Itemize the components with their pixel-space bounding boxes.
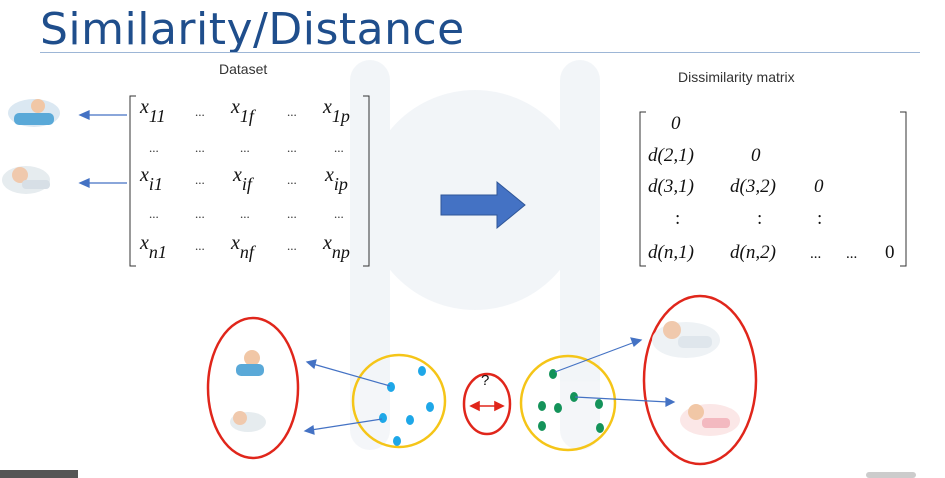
distance-question-ring <box>462 372 512 436</box>
selection-ring <box>642 294 758 466</box>
background-watermark <box>350 60 600 450</box>
dissimilarity-ellipsis: ... <box>810 246 822 262</box>
data-point <box>387 382 395 392</box>
point-to-patient-arrow <box>574 396 676 407</box>
matrix-ellipsis: ... <box>240 140 250 155</box>
matrix-ellipsis: ... <box>195 206 205 221</box>
dissimilarity-vdots: : <box>757 208 763 229</box>
matrix-cell: x1p <box>323 96 350 126</box>
data-point <box>426 402 434 412</box>
matrix-cell: xn1 <box>140 232 167 262</box>
row-pointer-arrow <box>78 109 127 121</box>
matrix-cell: x11 <box>140 96 166 126</box>
dissimilarity-cell: 0 <box>671 113 681 134</box>
matrix-ellipsis: ... <box>334 140 344 155</box>
dataset-label: Dataset <box>219 61 268 77</box>
matrix-cell: xnp <box>323 232 350 262</box>
transform-arrow-icon <box>440 180 526 230</box>
dissimilarity-cell: 0 <box>751 145 761 166</box>
patient-photo-icon <box>230 411 266 432</box>
dissimilarity-vdots: : <box>817 208 823 229</box>
matrix-ellipsis: ... <box>334 206 344 221</box>
patient-photo-icon <box>2 166 50 194</box>
matrix-ellipsis: ... <box>195 238 205 253</box>
cluster-points-green <box>538 369 604 433</box>
matrix-ellipsis: ... <box>195 140 205 155</box>
matrix-ellipsis: ... <box>149 206 159 221</box>
matrix-ellipsis: ... <box>287 140 297 155</box>
point-to-patient-arrow <box>305 359 391 387</box>
matrix-ellipsis: ... <box>195 172 205 187</box>
dissimilarity-cell: d(3,1) <box>648 176 694 197</box>
double-headed-arrow-icon <box>469 400 505 412</box>
dissimilarity-cell: d(n,1) <box>648 242 694 263</box>
patient-photo-icon <box>236 350 264 376</box>
data-point <box>418 366 426 376</box>
patient-photo-icon <box>8 99 60 127</box>
dissimilarity-cell: d(2,1) <box>648 145 694 166</box>
data-point <box>570 392 578 402</box>
cluster-points-blue <box>379 366 434 446</box>
data-point <box>554 403 562 413</box>
footer-bar <box>0 470 78 478</box>
cluster-circle <box>351 353 447 449</box>
dissimilarity-cell: 0 <box>885 242 895 263</box>
data-point <box>379 413 387 423</box>
dissimilarity-cell: d(3,2) <box>730 176 776 197</box>
point-to-patient-arrow <box>554 337 643 373</box>
footer-bar <box>866 472 916 478</box>
matrix-cell: xif <box>233 164 252 194</box>
title-divider <box>40 52 920 53</box>
dissimilarity-matrix-bracket <box>639 111 907 267</box>
dissimilarity-matrix-label: Dissimilarity matrix <box>678 69 795 85</box>
matrix-cell: xnf <box>231 232 254 262</box>
data-point <box>595 399 603 409</box>
dissimilarity-vdots: : <box>675 208 681 229</box>
data-point <box>549 369 557 379</box>
selection-ring <box>206 316 300 460</box>
dissimilarity-cell: 0 <box>814 176 824 197</box>
question-mark: ? <box>481 372 490 389</box>
matrix-cell: xi1 <box>140 164 163 194</box>
matrix-ellipsis: ... <box>240 206 250 221</box>
slide-title: Similarity/Distance <box>40 4 465 55</box>
matrix-ellipsis: ... <box>195 104 205 119</box>
matrix-ellipsis: ... <box>287 238 297 253</box>
patient-photo-icon <box>680 404 740 436</box>
data-point <box>406 415 414 425</box>
point-to-patient-arrow <box>303 418 383 435</box>
matrix-ellipsis: ... <box>287 206 297 221</box>
data-point <box>538 421 546 431</box>
matrix-ellipsis: ... <box>287 104 297 119</box>
matrix-cell: xip <box>325 164 348 194</box>
matrix-ellipsis: ... <box>287 172 297 187</box>
data-point <box>596 423 604 433</box>
data-point <box>538 401 546 411</box>
matrix-cell: x1f <box>231 96 254 126</box>
dissimilarity-ellipsis: ... <box>846 246 858 262</box>
patient-photo-icon <box>652 321 720 358</box>
cluster-circle <box>519 354 617 452</box>
data-point <box>393 436 401 446</box>
dataset-matrix-bracket <box>129 95 370 267</box>
matrix-ellipsis: ... <box>149 140 159 155</box>
dissimilarity-cell: d(n,2) <box>730 242 776 263</box>
row-pointer-arrow <box>78 177 127 189</box>
